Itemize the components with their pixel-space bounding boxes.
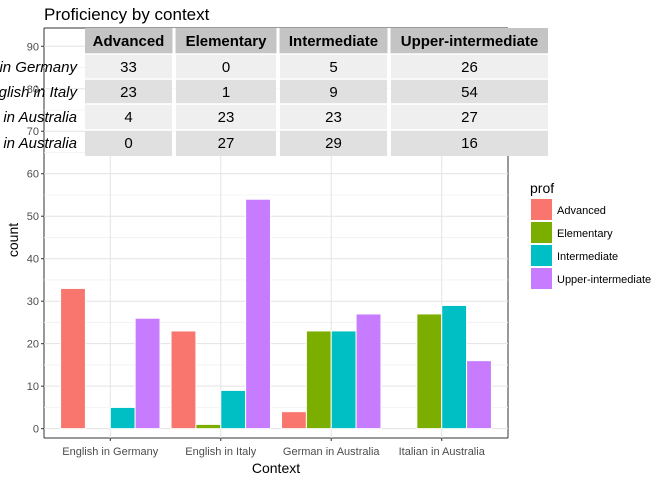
bar-upper-intermediate-4	[466, 360, 492, 430]
bar-elementary-3	[305, 330, 332, 430]
table-row-label: English in Italy	[0, 84, 78, 101]
table-cell-bg	[391, 104, 548, 130]
legend-title: prof	[530, 180, 554, 196]
table-cell: 26	[461, 59, 478, 76]
bar-intermediate-2	[220, 389, 247, 430]
bar-intermediate-4	[441, 304, 468, 430]
legend-label: Elementary	[557, 228, 613, 240]
table-cell-bg	[176, 130, 276, 156]
y-tick-label: 20	[27, 339, 39, 351]
table-cell: 5	[329, 59, 337, 76]
table-header-label: Advanced	[93, 33, 165, 50]
bars	[60, 198, 492, 430]
table-cell-bg	[391, 54, 548, 79]
bar-upper-intermediate-2	[245, 198, 271, 430]
table-cell: 4	[124, 109, 132, 126]
table-cell: 23	[120, 84, 137, 101]
table-cell: 1	[222, 84, 230, 101]
legend-swatch	[531, 245, 552, 266]
bar-elementary-2	[195, 423, 222, 430]
table-cell-bg	[85, 54, 172, 79]
legend-label: Advanced	[557, 205, 606, 217]
bar-elementary-4	[416, 313, 443, 430]
table-row-label: English in Germany	[0, 59, 78, 76]
table-cell-bg	[280, 104, 387, 130]
bar-advanced-3	[281, 411, 307, 430]
table-cell: 0	[222, 59, 230, 76]
table-cell-bg	[176, 104, 276, 130]
y-tick-label: 30	[27, 296, 39, 308]
y-tick-label: 0	[33, 424, 39, 436]
x-axis-title: Context	[252, 460, 300, 476]
table-cell-bg	[280, 130, 387, 156]
table-cell-bg	[85, 79, 172, 104]
y-tick-label: 10	[27, 381, 39, 393]
table-cell-bg	[391, 130, 548, 156]
table-cell: 54	[461, 84, 478, 101]
table-cell-bg	[391, 79, 548, 104]
table-cell-bg	[280, 79, 387, 104]
y-tick-label: 70	[27, 126, 39, 138]
table-header-cell	[280, 28, 387, 54]
table-cell-bg	[85, 104, 172, 130]
y-tick-label: 80	[27, 84, 39, 96]
table-cell: 0	[124, 135, 132, 152]
table-header-cell	[85, 28, 172, 54]
x-tick-label: English in Germany	[62, 446, 158, 458]
bar-intermediate-3	[330, 330, 357, 430]
table-cell-bg	[280, 54, 387, 79]
table-header-label: Intermediate	[289, 33, 378, 50]
table-cell-bg	[176, 79, 276, 104]
bar-advanced-1	[60, 287, 86, 430]
legend-swatch	[531, 199, 552, 220]
legend-label: Intermediate	[557, 251, 618, 263]
x-axis: English in Germany English in Italy German…	[62, 438, 486, 458]
legend-label: Upper-intermediate	[557, 274, 651, 286]
table-cell: 27	[218, 135, 235, 152]
y-tick-label: 50	[27, 211, 39, 223]
table-cell: 16	[461, 135, 478, 152]
bar-intermediate-1	[109, 406, 136, 430]
table-cell: 27	[461, 109, 478, 126]
table-cell: 29	[325, 135, 342, 152]
y-tick-label: 90	[27, 41, 39, 53]
legend-swatch	[531, 268, 552, 289]
table-header-label: Upper-intermediate	[401, 33, 539, 50]
table-cell: 9	[329, 84, 337, 101]
table-row-label: German in Australia	[0, 109, 77, 126]
x-tick-label: German in Australia	[283, 446, 380, 458]
y-axis: 0 10 20 30 40 50 60 70 80 90	[27, 41, 44, 436]
data-table: Advanced Elementary Intermediate Upper-inte…	[0, 28, 548, 156]
table-row-label: Italian in Australia	[0, 135, 77, 152]
legend-swatch	[531, 222, 552, 243]
table-cell-bg	[176, 54, 276, 79]
bar-upper-intermediate-3	[355, 313, 382, 430]
table-cell: 23	[325, 109, 342, 126]
table-header-label: Elementary	[186, 33, 268, 50]
table-cell: 23	[218, 109, 235, 126]
bar-upper-intermediate-1	[134, 317, 161, 430]
table-cell: 33	[120, 59, 137, 76]
x-tick-label: English in Italy	[185, 446, 256, 458]
y-tick-label: 40	[27, 254, 39, 266]
table-cell-bg	[85, 130, 172, 156]
y-axis-title: count	[5, 223, 21, 257]
chart-title: Proficiency by context	[44, 5, 210, 24]
table-header-cell	[176, 28, 276, 54]
bar-advanced-2	[170, 330, 197, 430]
x-tick-label: Italian in Australia	[399, 446, 486, 458]
y-tick-label: 60	[27, 169, 39, 181]
table-header-cell	[391, 28, 548, 54]
